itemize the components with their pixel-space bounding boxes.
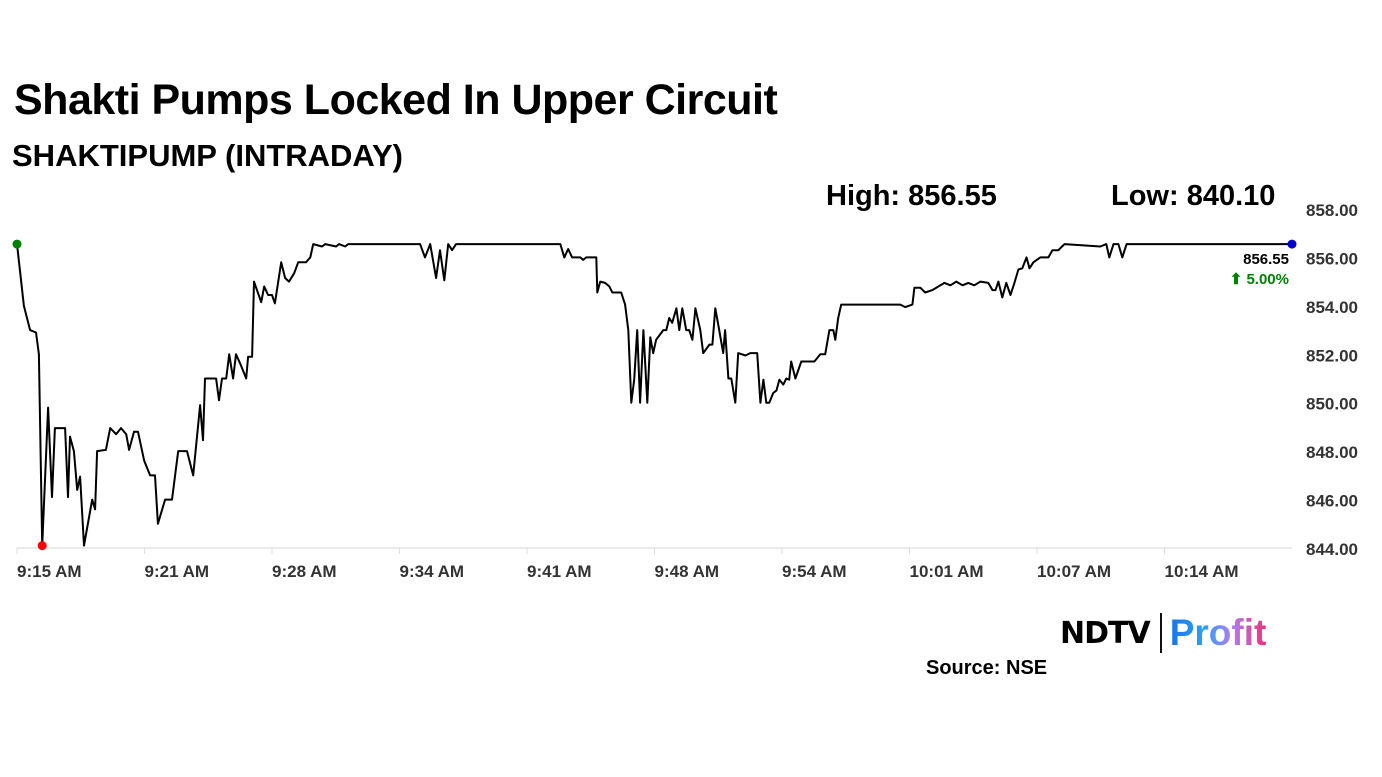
y-tick-label: 856.00	[1306, 249, 1358, 268]
x-tick-label: 10:01 AM	[910, 562, 984, 581]
logo-divider	[1159, 613, 1162, 653]
low-value: Low: 840.10	[1111, 180, 1276, 212]
logo-ndtv: NDTV	[1060, 615, 1151, 651]
y-tick-label: 852.00	[1306, 346, 1358, 365]
marker-last	[1287, 239, 1297, 249]
change-label: ⬆ 5.00%	[1230, 271, 1289, 288]
x-tick-label: 9:28 AM	[272, 562, 337, 581]
x-tick-label: 9:48 AM	[655, 562, 720, 581]
x-tick-label: 9:21 AM	[145, 562, 210, 581]
x-tick-label: 9:15 AM	[17, 562, 82, 581]
y-tick-label: 850.00	[1306, 395, 1358, 414]
marker-open	[12, 239, 22, 249]
x-tick-label: 9:41 AM	[527, 562, 592, 581]
high-value: High: 856.55	[826, 180, 997, 212]
x-tick-label: 9:34 AM	[400, 562, 465, 581]
y-tick-label: 854.00	[1306, 298, 1358, 317]
y-tick-label: 846.00	[1306, 492, 1358, 511]
chart-title: Shakti Pumps Locked In Upper Circuit	[14, 76, 778, 124]
logo-profit: Profit	[1169, 612, 1267, 653]
marker-low	[37, 541, 47, 551]
x-tick-label: 9:54 AM	[782, 562, 847, 581]
y-tick-label: 858.00	[1306, 201, 1358, 220]
chart-subtitle: SHAKTIPUMP (INTRADAY)	[12, 138, 403, 173]
y-tick-label: 844.00	[1306, 540, 1358, 559]
ndtv-profit-logo: NDTV Profit	[1060, 612, 1266, 654]
last-price-label: 856.55	[1243, 251, 1289, 268]
x-tick-label: 10:14 AM	[1165, 562, 1239, 581]
price-line	[16, 243, 1292, 547]
source-note: Source: NSE	[926, 657, 1048, 679]
y-tick-label: 848.00	[1306, 443, 1358, 462]
x-tick-label: 10:07 AM	[1037, 562, 1111, 581]
